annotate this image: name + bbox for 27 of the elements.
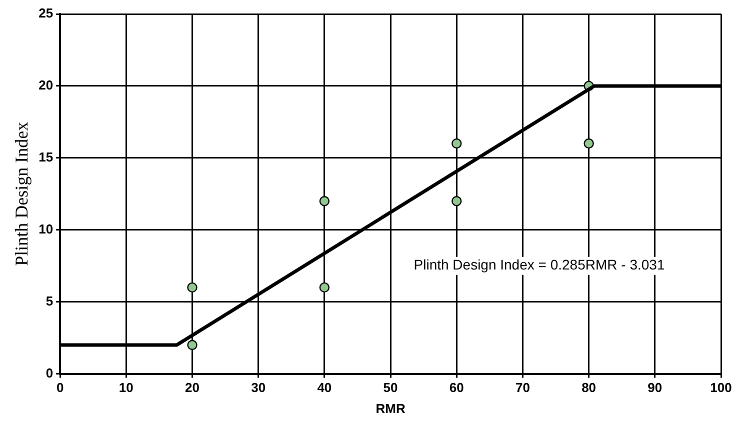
y-tick-label: 20 bbox=[38, 78, 54, 93]
point bbox=[452, 138, 462, 149]
point bbox=[187, 340, 198, 350]
point bbox=[319, 282, 330, 293]
y-axis-title: Plinth Design Index bbox=[12, 122, 32, 266]
annotation: Plinth Design Index = 0.285RMR - 3.031 bbox=[414, 256, 665, 273]
y-tick-label: 15 bbox=[38, 150, 54, 164]
x-tick-label: 80 bbox=[582, 380, 596, 396]
y-tick-label: 0 bbox=[46, 365, 54, 380]
point bbox=[319, 196, 330, 206]
point bbox=[187, 282, 198, 293]
y-tick-label: 10 bbox=[38, 221, 54, 236]
point bbox=[452, 196, 462, 206]
x-tick-label: 60 bbox=[449, 380, 464, 396]
x-tick-label: 70 bbox=[515, 380, 530, 396]
y-tick-label: 5 bbox=[46, 293, 54, 308]
x-axis-title: RMR bbox=[376, 400, 406, 416]
x-tick-label: 50 bbox=[383, 380, 398, 396]
x-tick-label: 100 bbox=[710, 380, 732, 396]
x-tick-label: 20 bbox=[185, 380, 200, 396]
point bbox=[584, 138, 594, 149]
y-tick-label: 25 bbox=[38, 6, 54, 21]
x-tick-label: 40 bbox=[317, 380, 332, 396]
x-tick-label: 10 bbox=[118, 380, 134, 396]
x-tick-label: 90 bbox=[648, 380, 662, 396]
x-tick-label: 30 bbox=[251, 380, 266, 396]
x-tick-label: 0 bbox=[56, 380, 64, 396]
